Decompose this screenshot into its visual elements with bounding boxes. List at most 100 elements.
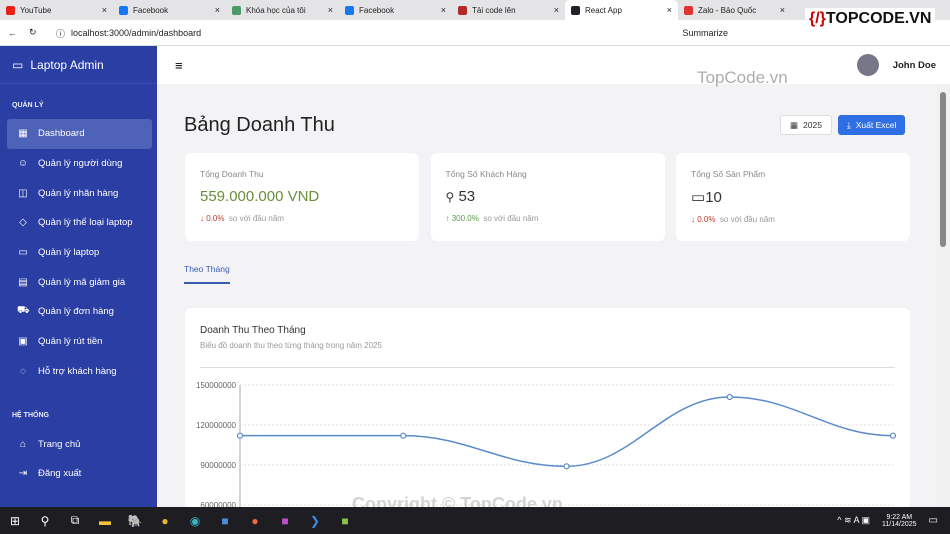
postgres-icon[interactable]: 🐘 <box>127 513 143 528</box>
notification-icon[interactable]: ▭ <box>928 515 938 526</box>
user-icon: ⚲ <box>445 190 455 204</box>
stat-label: Tổng Số Sản Phẩm <box>691 169 766 179</box>
sidebar-item[interactable]: ▦ Dashboard <box>7 119 152 149</box>
stat-value: ⚲ 53 <box>445 188 476 205</box>
app-icon[interactable]: ■ <box>221 513 229 528</box>
back-icon[interactable]: ← <box>8 27 17 38</box>
edge-icon[interactable]: ◉ <box>189 513 201 528</box>
app2-icon[interactable]: ■ <box>341 513 349 528</box>
bag-icon: ◫ <box>18 187 28 199</box>
favicon-icon <box>684 5 693 15</box>
data-point <box>236 432 244 439</box>
home-icon: ⌂ <box>19 438 27 450</box>
tag-icon: ◇ <box>19 217 27 229</box>
watermark-text: TopCode.vn <box>697 68 788 87</box>
sidebar-item[interactable]: ◫ Quản lý nhãn hàng <box>18 187 119 199</box>
windows-start-icon[interactable]: ⊞ <box>9 513 21 528</box>
close-tab-icon[interactable]: × <box>214 5 220 15</box>
scrollbar[interactable] <box>937 84 950 507</box>
y-tick-label: 120000000 <box>196 421 237 430</box>
y-tick-label: 60000000 <box>200 501 236 508</box>
favicon-icon <box>458 5 467 15</box>
vscode-icon[interactable]: ❯ <box>309 513 321 528</box>
sidebar-item[interactable]: ▤ Quản lý mã giảm giá <box>18 276 126 288</box>
stat-label: Tổng Số Khách Hàng <box>445 169 527 179</box>
laptop-icon: ▭ <box>12 57 24 72</box>
arrow-down-icon: ↓ <box>691 215 695 224</box>
page-title: Bảng Doanh Thu <box>184 114 335 136</box>
y-tick-label: 90000000 <box>200 461 236 470</box>
summarize-button[interactable]: Summarize <box>682 28 728 38</box>
logout-icon: ⇥ <box>18 468 28 480</box>
sidebar-item[interactable]: ◌ Hỗ trợ khách hàng <box>7 357 152 387</box>
favicon-icon <box>232 5 241 15</box>
favicon-icon <box>345 5 354 15</box>
sidebar: ▭ Laptop Admin QUẢN LÝ ▦ Dashboard ☺ Quản lý … <box>0 46 157 507</box>
download-icon: ⤓ <box>847 119 851 130</box>
cart-icon: ⛟ <box>17 305 30 317</box>
sidebar-item[interactable]: ⌂ Trang chủ <box>7 429 152 459</box>
brand: ▭ Laptop Admin <box>0 46 157 84</box>
sidebar-item[interactable]: ⇥ Đăng xuất <box>18 468 82 480</box>
browser-tabs: YouTube × Facebook × Khóa học của tôi × Facebo… <box>0 0 950 20</box>
clock[interactable]: 9:22 AM 11/14/2025 <box>882 513 917 528</box>
export-excel-button[interactable]: ⤓ Xuất Excel <box>838 115 906 135</box>
sidebar-item[interactable]: ▭ Quản lý laptop <box>18 247 100 259</box>
close-tab-icon[interactable]: × <box>779 5 785 15</box>
url-field[interactable]: localhost:3000/admin/dashboard <box>71 28 202 38</box>
close-tab-icon[interactable]: × <box>327 5 333 15</box>
chrome-icon[interactable]: ● <box>161 513 169 528</box>
sidebar-item[interactable]: ◇ Quản lý thể loại laptop <box>7 208 152 238</box>
browser-tab[interactable]: Facebook × <box>113 0 226 20</box>
arrow-up-icon: ↑ <box>445 214 450 223</box>
close-tab-icon[interactable]: × <box>553 5 559 15</box>
stat-change: ↓ 0.0% so với đầu năm <box>691 215 775 224</box>
favicon-icon <box>6 5 15 15</box>
browser-tab[interactable]: Tải code lên × <box>452 0 565 20</box>
chart-card: Doanh Thu Theo Tháng Biểu đồ doanh thu t… <box>185 308 910 508</box>
close-tab-icon[interactable]: × <box>440 5 446 15</box>
stat-card: Tổng Số Sản Phẩm ▭10 ↓ 0.0% so với đầu n… <box>676 153 910 241</box>
postman-icon[interactable]: ● <box>251 513 259 528</box>
menu-toggle-icon[interactable]: ≡ <box>175 57 183 73</box>
sidebar-section-title: QUẢN LÝ <box>12 102 44 109</box>
stat-card: Tổng Doanh Thu 559.000.000 VND ↓ 0.0% so… <box>185 153 419 241</box>
stat-change: ↓ 0.0% so với đầu năm <box>200 214 284 223</box>
chat-icon: ◌ <box>20 365 26 377</box>
data-point <box>889 432 897 439</box>
data-point <box>563 463 570 470</box>
tab-theo-thang[interactable]: Theo Tháng <box>184 264 230 284</box>
browser-tab[interactable]: YouTube × <box>0 0 113 20</box>
wallet-icon: ▣ <box>18 336 28 348</box>
sidebar-item[interactable]: ⛟ Quản lý đơn hàng <box>17 305 114 318</box>
browser-tab[interactable]: Khóa học của tôi × <box>226 0 339 20</box>
browser-tab[interactable]: Facebook × <box>339 0 452 20</box>
user-name[interactable]: John Doe <box>892 59 936 71</box>
search-icon[interactable]: ⚲ <box>40 513 50 528</box>
series-line <box>239 396 894 468</box>
revenue-line-chart: 150000000 120000000 90000000 60000000 <box>196 381 897 508</box>
browser-tab[interactable]: React App × <box>565 0 678 20</box>
stat-change: ↑ 300.0% so với đầu năm <box>445 214 539 223</box>
sidebar-section-title: HỆ THỐNG <box>12 412 49 420</box>
taskbar: ⊞ ⚲ ⧉ ▬ 🐘 ● ◉ ■ ● ■ ❯ ■ ^ ≋ A ▣ 9:22 AM 1… <box>0 507 950 534</box>
sidebar-item[interactable]: ☺ Quản lý người dùng <box>17 158 123 170</box>
file-explorer-icon[interactable]: ▬ <box>99 513 111 528</box>
favicon-icon <box>571 5 580 15</box>
reload-icon[interactable]: ↻ <box>29 27 37 37</box>
grid-icon: ▦ <box>18 128 28 140</box>
close-tab-icon[interactable]: × <box>666 5 672 15</box>
calendar-icon: ▦ <box>790 119 799 130</box>
main-content: Bảng Doanh Thu ▦ 2025 ⤓ Xuất Excel Tổng Do… <box>157 84 937 514</box>
avatar[interactable] <box>856 54 879 76</box>
favicon-icon <box>119 5 128 15</box>
tray-icons[interactable]: ^ ≋ A ▣ <box>837 515 871 525</box>
intellij-icon[interactable]: ■ <box>281 513 289 528</box>
ticket-icon: ▤ <box>18 276 28 288</box>
sidebar-item[interactable]: ▣ Quản lý rút tiền <box>18 336 103 348</box>
browser-tab[interactable]: Zalo - Bảo Quốc × <box>678 0 791 20</box>
close-tab-icon[interactable]: × <box>101 5 107 15</box>
year-picker[interactable]: ▦ 2025 <box>780 115 832 135</box>
info-icon: ⓘ <box>56 28 66 39</box>
task-view-icon[interactable]: ⧉ <box>70 513 80 527</box>
